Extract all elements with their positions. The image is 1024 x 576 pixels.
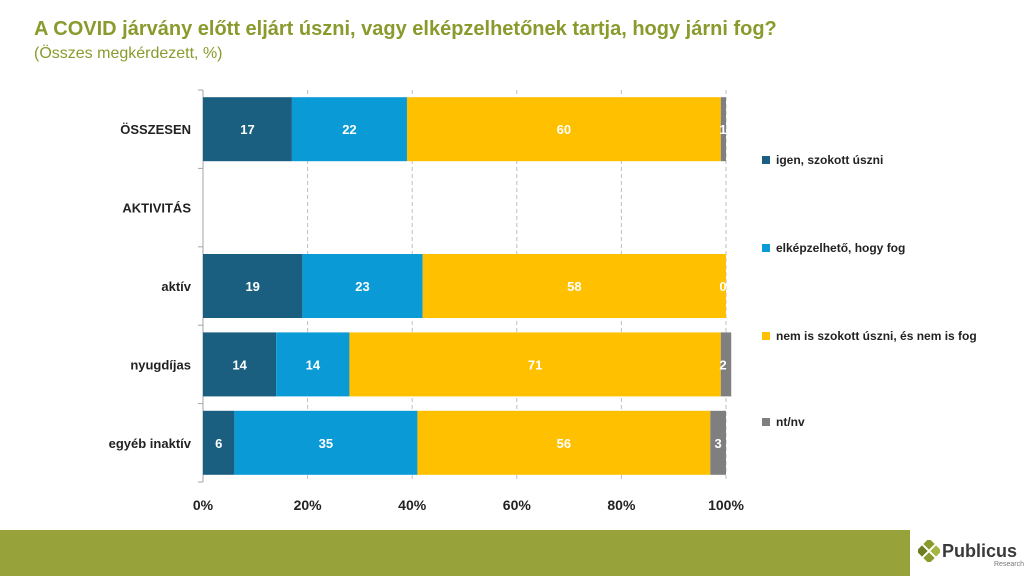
legend-swatch xyxy=(762,244,770,252)
data-label: 60 xyxy=(557,122,571,137)
bar-segment xyxy=(720,97,726,162)
bar-segment xyxy=(276,332,350,397)
bar-segment xyxy=(720,332,732,397)
data-label: 14 xyxy=(306,357,321,372)
bar-segment xyxy=(203,332,277,397)
legend-swatch xyxy=(762,418,770,426)
bar-segment xyxy=(234,410,418,475)
data-label: 58 xyxy=(567,279,581,294)
bar-segment xyxy=(203,97,292,162)
category-label: aktív xyxy=(161,279,191,294)
logo-diamond-icon xyxy=(918,540,940,562)
chart-subtitle: (Összes megkérdezett, %) xyxy=(34,45,223,62)
category-label: AKTIVITÁS xyxy=(122,201,191,216)
legend-label: nem is szokott úszni, és nem is fog xyxy=(776,329,977,343)
x-tick-label: 60% xyxy=(503,497,532,513)
legend-item: igen, szokott úszni xyxy=(762,152,982,169)
data-label: 6 xyxy=(215,436,222,451)
bar-segment xyxy=(349,332,721,397)
data-label: 0 xyxy=(719,279,726,294)
legend-swatch xyxy=(762,332,770,340)
chart-title: A COVID járvány előtt eljárt úszni, vagy… xyxy=(34,18,777,40)
logo-subtitle: Research xyxy=(994,561,1024,568)
legend-item: nt/nv xyxy=(762,414,982,431)
bar-segment xyxy=(406,97,721,162)
data-label: 71 xyxy=(528,357,542,372)
legend-label: nt/nv xyxy=(776,415,805,429)
category-label: ÖSSZESEN xyxy=(120,122,191,137)
legend-item: elképzelhető, hogy fog xyxy=(762,240,982,257)
data-label: 19 xyxy=(245,279,259,294)
data-label: 14 xyxy=(232,357,247,372)
data-label: 35 xyxy=(319,436,333,451)
logo-name: Publicus xyxy=(942,541,1018,561)
category-label: egyéb inaktív xyxy=(109,436,192,451)
bar-segment xyxy=(203,254,303,318)
x-tick-label: 100% xyxy=(708,497,744,513)
x-tick-label: 80% xyxy=(607,497,636,513)
footer-bar xyxy=(0,530,910,576)
data-label: 22 xyxy=(342,122,356,137)
data-label: 17 xyxy=(240,122,254,137)
x-tick-label: 20% xyxy=(294,497,323,513)
x-tick-label: 0% xyxy=(193,497,214,513)
category-label: nyugdíjas xyxy=(130,357,191,372)
bar-segment xyxy=(291,97,407,162)
bar-segment xyxy=(203,410,235,475)
legend-label: elképzelhető, hogy fog xyxy=(776,241,906,255)
publicus-logo: Publicus Research xyxy=(918,538,1024,572)
legend-item: nem is szokott úszni, és nem is fog xyxy=(762,328,982,345)
data-label: 3 xyxy=(715,436,722,451)
bar-segment xyxy=(302,254,423,318)
x-tick-label: 40% xyxy=(398,497,427,513)
bar-segment xyxy=(422,254,726,318)
data-label: 56 xyxy=(557,436,571,451)
data-label: 23 xyxy=(355,279,369,294)
legend-swatch xyxy=(762,156,770,164)
data-label: 2 xyxy=(719,357,726,372)
bar-segment xyxy=(710,410,726,475)
legend-label: igen, szokott úszni xyxy=(776,153,884,167)
data-label: 1 xyxy=(719,122,726,137)
bar-segment xyxy=(417,410,711,475)
